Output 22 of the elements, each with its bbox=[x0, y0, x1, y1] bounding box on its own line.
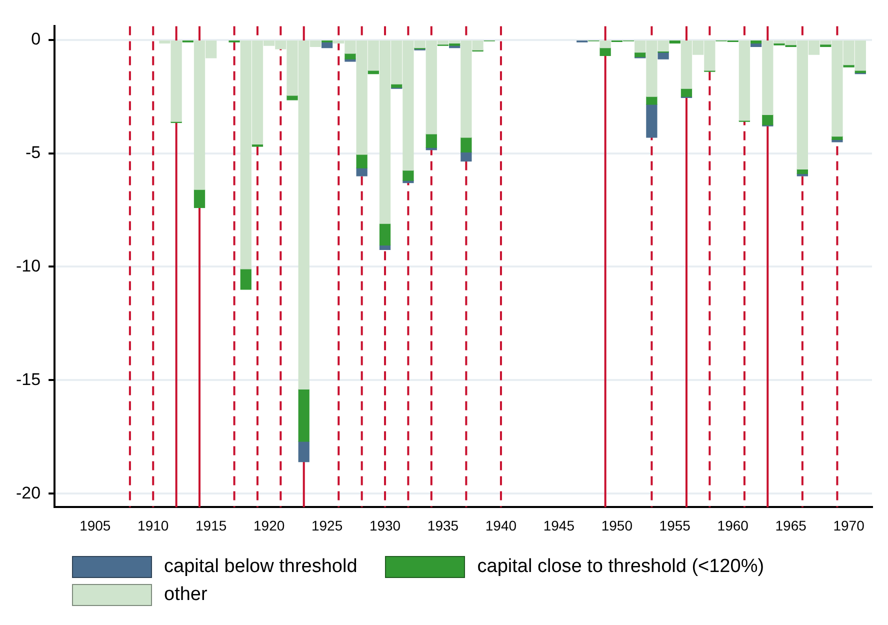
x-tick-label: 1940 bbox=[485, 517, 517, 534]
x-tick-label: 1925 bbox=[311, 517, 343, 534]
y-tick-label: -5 bbox=[25, 142, 41, 162]
x-tick-label: 1935 bbox=[427, 517, 459, 534]
legend-label: capital close to threshold (<120%) bbox=[477, 556, 764, 578]
x-tick-label: 1905 bbox=[80, 517, 111, 534]
x-tick-label: 1930 bbox=[369, 517, 401, 534]
y-tick-label: -10 bbox=[16, 256, 41, 276]
x-tick-label: 1970 bbox=[833, 517, 865, 534]
x-tick-label: 1955 bbox=[659, 517, 691, 534]
x-tick-label: 1950 bbox=[601, 517, 633, 534]
legend-label: other bbox=[164, 584, 208, 606]
y-tick-label: -15 bbox=[16, 370, 41, 389]
x-tick-label: 1965 bbox=[775, 517, 807, 534]
y-tick-label: 0 bbox=[31, 30, 41, 48]
x-tick-label: 1945 bbox=[543, 517, 575, 534]
x-tick-label: 1960 bbox=[717, 517, 749, 534]
legend-label: capital below threshold bbox=[164, 556, 358, 578]
x-tick-label: 1920 bbox=[253, 517, 285, 534]
x-tick-label: 1910 bbox=[138, 517, 169, 534]
x-tick-label: 1915 bbox=[196, 517, 227, 534]
y-tick-label: -20 bbox=[16, 483, 41, 502]
